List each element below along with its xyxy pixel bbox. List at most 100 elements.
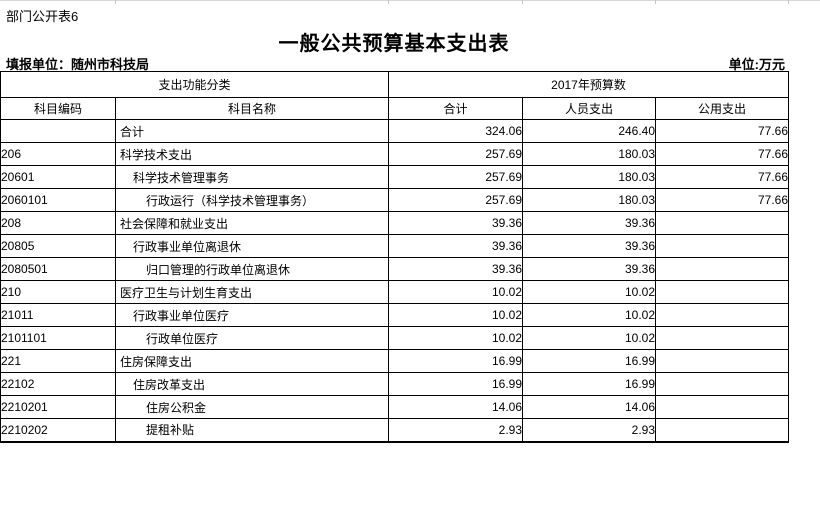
subject-code-cell: 206: [0, 142, 116, 166]
personnel-cell: 16.99: [522, 372, 657, 396]
personnel-cell: 14.06: [522, 395, 657, 419]
total-cell: 16.99: [388, 349, 524, 373]
personnel-cell: 39.36: [522, 257, 657, 281]
header-total: 合计: [388, 97, 524, 120]
personnel-cell: 10.02: [522, 303, 657, 327]
subject-name-cell: 住房改革支出: [114, 372, 390, 396]
subject-name-cell: 科学技术管理事务: [114, 165, 390, 189]
header-subject-name: 科目名称: [114, 97, 390, 120]
personnel-cell: 246.40: [522, 119, 657, 143]
header-function-group: 支出功能分类: [0, 71, 390, 98]
table-row: 208 社会保障和就业支出 39.36 39.36: [0, 211, 790, 235]
subject-code-cell: 208: [0, 211, 116, 235]
personnel-cell: 39.36: [522, 234, 657, 258]
header-public: 公用支出: [655, 97, 790, 120]
subject-name-cell: 行政运行（科学技术管理事务）: [114, 188, 390, 212]
subject-name-cell: 行政单位医疗: [114, 326, 390, 350]
subject-name-cell: 医疗卫生与计划生育支出: [114, 280, 390, 304]
header-subject-code: 科目编码: [0, 97, 116, 120]
total-cell: 10.02: [388, 326, 524, 350]
subject-name-cell: 社会保障和就业支出: [114, 211, 390, 235]
table-row: 206 科学技术支出 257.69 180.03 77.66: [0, 142, 790, 166]
table-row: 20805 行政事业单位离退休 39.36 39.36: [0, 234, 790, 258]
public-cell: 77.66: [655, 165, 790, 189]
subject-name-cell: 科学技术支出: [114, 142, 390, 166]
public-cell: [655, 280, 790, 304]
table-row: 22102 住房改革支出 16.99 16.99: [0, 372, 790, 396]
personnel-cell: 16.99: [522, 349, 657, 373]
public-cell: [655, 211, 790, 235]
header-budget-group: 2017年预算数: [388, 71, 790, 98]
public-cell: [655, 257, 790, 281]
subject-code-cell: [0, 119, 116, 143]
table-row: 2210201 住房公积金 14.06 14.06: [0, 395, 790, 419]
sheet-column-tick: [115, 0, 116, 4]
table-row: 合计 324.06 246.40 77.66: [0, 119, 790, 143]
personnel-cell: 180.03: [522, 188, 657, 212]
subject-name-cell: 住房公积金: [114, 395, 390, 419]
subject-name-cell: 归口管理的行政单位离退休: [114, 257, 390, 281]
public-cell: 77.66: [655, 142, 790, 166]
total-cell: 39.36: [388, 234, 524, 258]
personnel-cell: 180.03: [522, 142, 657, 166]
sheet-column-tick: [788, 0, 789, 4]
subject-code-cell: 2210201: [0, 395, 116, 419]
sheet-column-tick: [522, 0, 523, 4]
table-row: 221 住房保障支出 16.99 16.99: [0, 349, 790, 373]
personnel-cell: 10.02: [522, 326, 657, 350]
public-cell: [655, 418, 790, 443]
table-row: 2210202 提租补贴 2.93 2.93: [0, 418, 790, 443]
subject-code-cell: 2080501: [0, 257, 116, 281]
subject-code-cell: 21011: [0, 303, 116, 327]
total-cell: 2.93: [388, 418, 524, 443]
total-cell: 10.02: [388, 280, 524, 304]
sheet-top-line: [0, 0, 820, 4]
total-cell: 324.06: [388, 119, 524, 143]
total-cell: 39.36: [388, 211, 524, 235]
public-cell: 77.66: [655, 119, 790, 143]
personnel-cell: 180.03: [522, 165, 657, 189]
subject-code-cell: 2101101: [0, 326, 116, 350]
reporting-unit-label: 填报单位：随州市科技局: [6, 57, 150, 72]
unit-note-label: 单位:万元: [728, 57, 785, 72]
public-cell: [655, 395, 790, 419]
sheet-column-tick: [388, 0, 389, 4]
header-personnel: 人员支出: [522, 97, 657, 120]
total-cell: 16.99: [388, 372, 524, 396]
public-cell: 77.66: [655, 188, 790, 212]
personnel-cell: 2.93: [522, 418, 657, 443]
page-title: 一般公共预算基本支出表: [278, 33, 510, 55]
table-row: 2080501 归口管理的行政单位离退休 39.36 39.36: [0, 257, 790, 281]
subject-code-cell: 210: [0, 280, 116, 304]
subject-code-cell: 20805: [0, 234, 116, 258]
public-cell: [655, 372, 790, 396]
header-group-row: 支出功能分类 2017年预算数: [0, 71, 790, 98]
subject-code-cell: 22102: [0, 372, 116, 396]
total-cell: 257.69: [388, 165, 524, 189]
table-row: 2101101 行政单位医疗 10.02 10.02: [0, 326, 790, 350]
subject-name-cell: 合计: [114, 119, 390, 143]
total-cell: 257.69: [388, 188, 524, 212]
page-corner-label: 部门公开表6: [6, 9, 79, 24]
total-cell: 39.36: [388, 257, 524, 281]
subject-name-cell: 行政事业单位医疗: [114, 303, 390, 327]
public-cell: [655, 303, 790, 327]
total-cell: 257.69: [388, 142, 524, 166]
subject-code-cell: 221: [0, 349, 116, 373]
personnel-cell: 39.36: [522, 211, 657, 235]
total-cell: 14.06: [388, 395, 524, 419]
table-row: 2060101 行政运行（科学技术管理事务） 257.69 180.03 77.…: [0, 188, 790, 212]
personnel-cell: 10.02: [522, 280, 657, 304]
subject-name-cell: 提租补贴: [114, 418, 390, 443]
sheet-column-tick: [655, 0, 656, 4]
subject-code-cell: 20601: [0, 165, 116, 189]
table-row: 20601 科学技术管理事务 257.69 180.03 77.66: [0, 165, 790, 189]
public-cell: [655, 234, 790, 258]
subject-code-cell: 2210202: [0, 418, 116, 443]
subject-name-cell: 住房保障支出: [114, 349, 390, 373]
public-cell: [655, 349, 790, 373]
table-row: 21011 行政事业单位医疗 10.02 10.02: [0, 303, 790, 327]
public-cell: [655, 326, 790, 350]
subject-name-cell: 行政事业单位离退休: [114, 234, 390, 258]
total-cell: 10.02: [388, 303, 524, 327]
